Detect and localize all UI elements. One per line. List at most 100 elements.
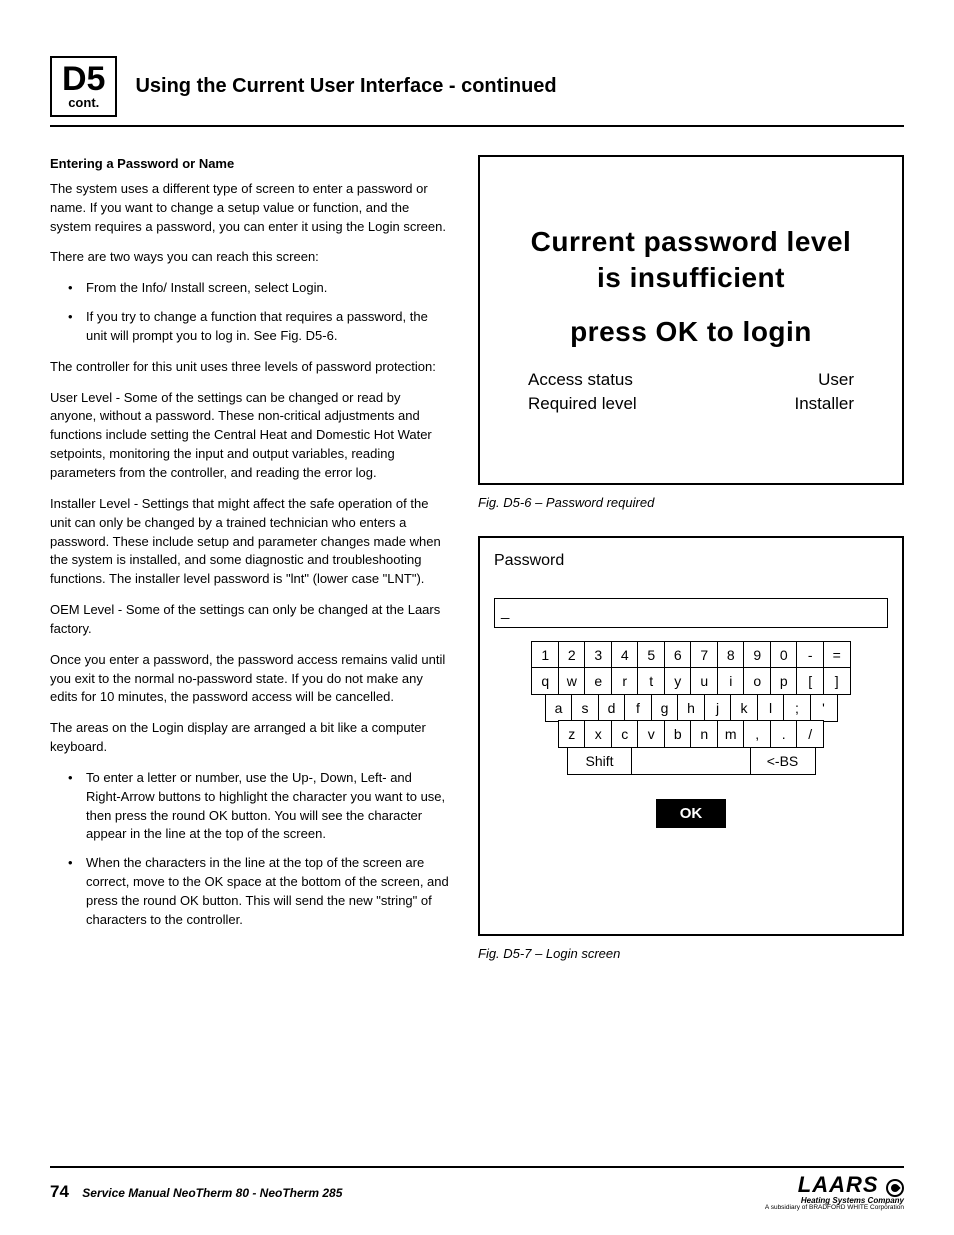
section-sub: cont. [62, 96, 105, 109]
figure-caption: Fig. D5-6 – Password required [478, 495, 904, 510]
keyboard-row: zxcvbnm,./ [558, 722, 825, 749]
key[interactable]: a [545, 694, 573, 722]
figure-password-required: Current password level is insufficient p… [478, 155, 904, 485]
paragraph: There are two ways you can reach this sc… [50, 248, 450, 267]
key[interactable]: y [664, 667, 692, 695]
screen-text: press OK to login [498, 316, 884, 348]
key[interactable]: 2 [558, 641, 586, 669]
right-column: Current password level is insufficient p… [478, 155, 904, 987]
page-title: Using the Current User Interface - conti… [135, 75, 556, 98]
key[interactable]: , [743, 720, 771, 748]
content-columns: Entering a Password or Name The system u… [50, 155, 904, 987]
key[interactable]: 0 [770, 641, 798, 669]
paragraph: User Level - Some of the settings can be… [50, 389, 450, 483]
backspace-key[interactable]: <-BS [750, 747, 816, 775]
paragraph: Installer Level - Settings that might af… [50, 495, 450, 589]
key[interactable]: = [823, 641, 851, 669]
bullet-list: From the Info/ Install screen, select Lo… [50, 279, 450, 346]
access-status-value: User [818, 370, 854, 390]
paragraph: The areas on the Login display are arran… [50, 719, 450, 757]
key[interactable]: g [651, 694, 679, 722]
key[interactable]: n [690, 720, 718, 748]
key[interactable]: ' [810, 694, 838, 722]
screen-text: Current password level [498, 226, 884, 258]
key[interactable]: 9 [743, 641, 771, 669]
access-status-label: Access status [528, 370, 633, 390]
key[interactable]: 8 [717, 641, 745, 669]
footer-left: 74 Service Manual NeoTherm 80 - NeoTherm… [50, 1182, 342, 1202]
left-column: Entering a Password or Name The system u… [50, 155, 450, 987]
key[interactable]: ; [783, 694, 811, 722]
key[interactable]: q [531, 667, 559, 695]
subheading: Entering a Password or Name [50, 155, 450, 174]
key[interactable]: x [584, 720, 612, 748]
paragraph: The system uses a different type of scre… [50, 180, 450, 237]
list-item: If you try to change a function that req… [68, 308, 450, 346]
key[interactable]: p [770, 667, 798, 695]
paragraph: OEM Level - Some of the settings can onl… [50, 601, 450, 639]
key[interactable]: l [757, 694, 785, 722]
keyboard-row-bottom: Shift <-BS [567, 748, 816, 775]
figure-login-screen: Password _ 1234567890-= qwertyuiop[] asd… [478, 536, 904, 936]
required-level-value: Installer [794, 394, 854, 414]
key[interactable]: 3 [584, 641, 612, 669]
key[interactable]: b [664, 720, 692, 748]
status-row: Access status User [498, 368, 884, 392]
key[interactable]: h [677, 694, 705, 722]
key[interactable]: c [611, 720, 639, 748]
section-code: D5 [62, 62, 105, 96]
key[interactable]: - [796, 641, 824, 669]
brand-logo: LAARS Heating Systems Company A subsidia… [765, 1174, 904, 1211]
key[interactable]: 6 [664, 641, 692, 669]
list-item: When the characters in the line at the t… [68, 854, 450, 929]
key[interactable]: . [770, 720, 798, 748]
key[interactable]: e [584, 667, 612, 695]
manual-title: Service Manual NeoTherm 80 - NeoTherm 28… [82, 1186, 342, 1200]
keyboard-row: qwertyuiop[] [531, 669, 851, 696]
key[interactable]: u [690, 667, 718, 695]
key[interactable]: z [558, 720, 586, 748]
brand-name: LAARS [798, 1172, 879, 1197]
key[interactable]: 5 [637, 641, 665, 669]
key[interactable]: v [637, 720, 665, 748]
key[interactable]: d [598, 694, 626, 722]
shift-key[interactable]: Shift [567, 747, 633, 775]
figure-caption: Fig. D5-7 – Login screen [478, 946, 904, 961]
key[interactable]: [ [796, 667, 824, 695]
key[interactable]: 7 [690, 641, 718, 669]
key[interactable]: 4 [611, 641, 639, 669]
key[interactable]: m [717, 720, 745, 748]
keyboard-row: asdfghjkl;' [545, 695, 838, 722]
space-key[interactable] [631, 747, 751, 775]
key[interactable]: s [571, 694, 599, 722]
key[interactable]: k [730, 694, 758, 722]
bullet-list: To enter a letter or number, use the Up-… [50, 769, 450, 930]
brand-subsidiary: A subsidiary of BRADFORD WHITE Corporati… [765, 1205, 904, 1212]
key[interactable]: ] [823, 667, 851, 695]
keyboard-row: 1234567890-= [531, 642, 851, 669]
key[interactable]: / [796, 720, 824, 748]
status-row: Required level Installer [498, 392, 884, 416]
key[interactable]: f [624, 694, 652, 722]
page-header: D5 cont. Using the Current User Interfac… [50, 56, 904, 127]
password-input[interactable]: _ [494, 598, 888, 628]
screen-text: is insufficient [498, 262, 884, 294]
list-item: To enter a letter or number, use the Up-… [68, 769, 450, 844]
key[interactable]: j [704, 694, 732, 722]
key[interactable]: w [558, 667, 586, 695]
key[interactable]: i [717, 667, 745, 695]
ok-button[interactable]: OK [656, 799, 727, 828]
ok-row: OK [494, 799, 888, 828]
list-item: From the Info/ Install screen, select Lo… [68, 279, 450, 298]
key[interactable]: o [743, 667, 771, 695]
required-level-label: Required level [528, 394, 637, 414]
key[interactable]: 1 [531, 641, 559, 669]
page-footer: 74 Service Manual NeoTherm 80 - NeoTherm… [50, 1166, 904, 1211]
flame-icon [886, 1179, 904, 1197]
page-number: 74 [50, 1182, 69, 1201]
key[interactable]: r [611, 667, 639, 695]
keyboard-title: Password [494, 552, 888, 570]
key[interactable]: t [637, 667, 665, 695]
section-badge: D5 cont. [50, 56, 117, 117]
paragraph: Once you enter a password, the password … [50, 651, 450, 708]
